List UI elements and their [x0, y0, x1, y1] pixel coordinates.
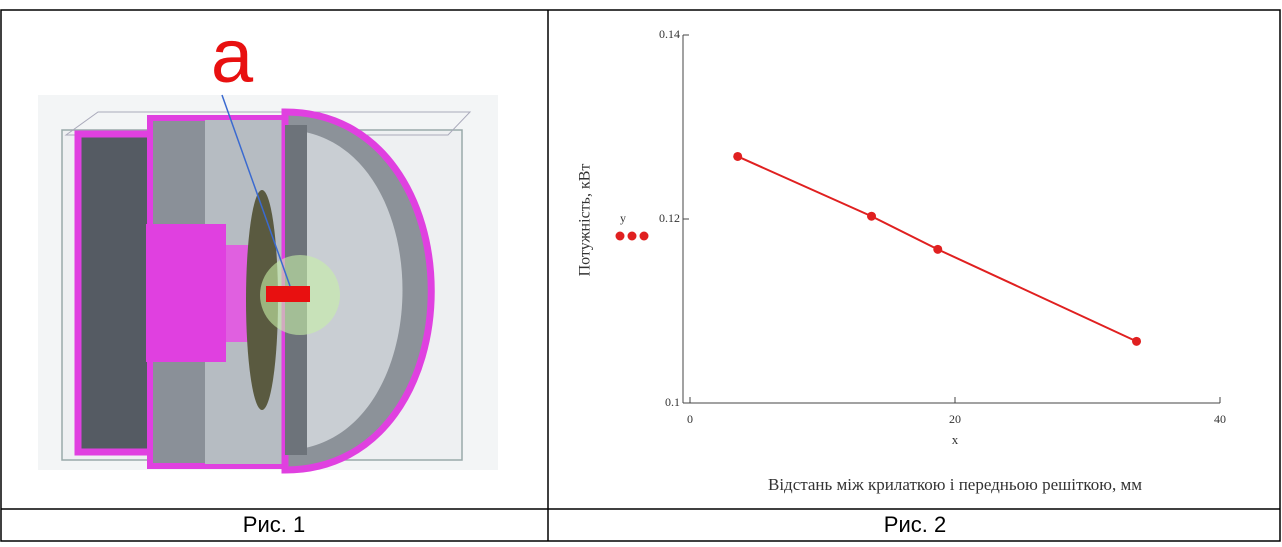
point [933, 245, 942, 254]
point [867, 212, 876, 221]
y-tick-label: 0.14 [659, 27, 680, 41]
legend-marker [628, 232, 637, 241]
x-axis-title: Відстань між крилаткою і передньою решіт… [768, 475, 1142, 494]
legend-marker [616, 232, 625, 241]
legend-marker [640, 232, 649, 241]
y-tick-label: 0.12 [659, 211, 680, 225]
point [733, 152, 742, 161]
y-tick-label: 0.1 [665, 395, 680, 409]
fan-render [38, 95, 498, 470]
caption: Рис. 1 [243, 512, 305, 537]
point [1132, 337, 1141, 346]
legend-label: y [620, 211, 626, 225]
callout-label: a [211, 14, 254, 99]
document: a Рис. 1 Рис. 2 x Відстань між крилаткою… [0, 0, 1282, 542]
y-axis-title: Потужність, кВт [577, 164, 594, 277]
x-tick-label: 0 [687, 412, 693, 426]
x-tick-label: 20 [949, 412, 961, 426]
page: a Рис. 1 Рис. 2 x Відстань між крилаткою… [0, 0, 1282, 542]
caption: Рис. 2 [884, 512, 946, 537]
x-tick-label: 40 [1214, 412, 1226, 426]
x-axis-label: x [952, 432, 959, 447]
